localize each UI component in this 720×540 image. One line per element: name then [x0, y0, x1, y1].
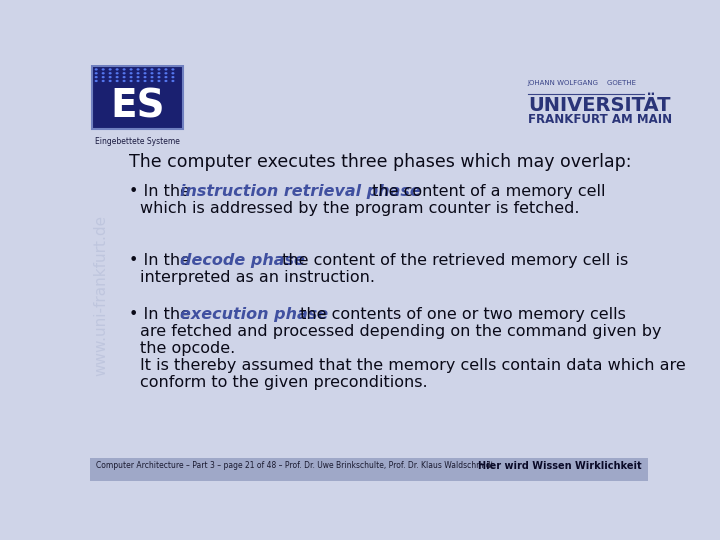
Circle shape — [102, 80, 104, 82]
Circle shape — [94, 76, 98, 78]
Circle shape — [143, 76, 147, 78]
Circle shape — [94, 72, 98, 75]
Circle shape — [109, 68, 112, 71]
Circle shape — [122, 72, 126, 75]
Circle shape — [164, 72, 168, 75]
Circle shape — [137, 80, 140, 82]
Text: interpreted as an instruction.: interpreted as an instruction. — [140, 271, 375, 285]
Text: conform to the given preconditions.: conform to the given preconditions. — [140, 375, 428, 390]
Circle shape — [122, 80, 126, 82]
Circle shape — [143, 68, 147, 71]
Circle shape — [102, 72, 104, 75]
Circle shape — [109, 72, 112, 75]
Text: • In the: • In the — [129, 184, 195, 199]
Text: the contents of one or two memory cells: the contents of one or two memory cells — [294, 307, 626, 322]
Circle shape — [171, 76, 174, 78]
Circle shape — [109, 76, 112, 78]
Circle shape — [102, 76, 104, 78]
Text: FRANKFURT AM MAIN: FRANKFURT AM MAIN — [528, 112, 672, 125]
Circle shape — [137, 68, 140, 71]
Text: instruction retrieval phase: instruction retrieval phase — [180, 184, 420, 199]
Circle shape — [150, 72, 153, 75]
Text: It is thereby assumed that the memory cells contain data which are: It is thereby assumed that the memory ce… — [140, 358, 686, 373]
Text: decode phase: decode phase — [180, 253, 305, 268]
Circle shape — [94, 68, 98, 71]
Circle shape — [116, 76, 119, 78]
Text: UNIVERSITÄT: UNIVERSITÄT — [528, 96, 670, 114]
Text: JOHANN WOLFGANG    GOETHE: JOHANN WOLFGANG GOETHE — [528, 80, 637, 86]
Circle shape — [164, 80, 168, 82]
Circle shape — [116, 72, 119, 75]
Circle shape — [130, 76, 132, 78]
Circle shape — [150, 80, 153, 82]
Text: ES: ES — [110, 87, 165, 125]
Circle shape — [130, 72, 132, 75]
Circle shape — [130, 80, 132, 82]
Circle shape — [150, 76, 153, 78]
Circle shape — [94, 80, 98, 82]
Circle shape — [130, 68, 132, 71]
Text: the content of a memory cell: the content of a memory cell — [366, 184, 605, 199]
Circle shape — [158, 68, 161, 71]
Text: are fetched and processed depending on the command given by: are fetched and processed depending on t… — [140, 325, 662, 339]
Text: Hier wird Wissen Wirklichkeit: Hier wird Wissen Wirklichkeit — [478, 461, 642, 471]
Circle shape — [137, 76, 140, 78]
Circle shape — [122, 76, 126, 78]
Text: execution phase: execution phase — [180, 307, 328, 322]
Text: The computer executes three phases which may overlap:: The computer executes three phases which… — [129, 153, 631, 171]
Text: • In the: • In the — [129, 307, 195, 322]
Circle shape — [122, 68, 126, 71]
Text: Computer Architecture – Part 3 – page 21 of 48 – Prof. Dr. Uwe Brinkschulte, Pro: Computer Architecture – Part 3 – page 21… — [96, 462, 494, 470]
Text: Eingebettete Systeme: Eingebettete Systeme — [95, 137, 180, 146]
Circle shape — [143, 72, 147, 75]
FancyBboxPatch shape — [91, 66, 183, 130]
Circle shape — [102, 68, 104, 71]
Circle shape — [171, 80, 174, 82]
Circle shape — [116, 80, 119, 82]
Circle shape — [116, 68, 119, 71]
Text: www.uni-frankfurt.de: www.uni-frankfurt.de — [94, 215, 108, 376]
Circle shape — [158, 76, 161, 78]
Circle shape — [164, 68, 168, 71]
Circle shape — [164, 76, 168, 78]
Circle shape — [137, 72, 140, 75]
Circle shape — [143, 80, 147, 82]
Circle shape — [109, 80, 112, 82]
Circle shape — [171, 72, 174, 75]
Circle shape — [150, 68, 153, 71]
Text: the opcode.: the opcode. — [140, 341, 235, 356]
FancyBboxPatch shape — [90, 457, 648, 481]
Text: the content of the retrieved memory cell is: the content of the retrieved memory cell… — [276, 253, 628, 268]
Text: which is addressed by the program counter is fetched.: which is addressed by the program counte… — [140, 201, 580, 216]
Circle shape — [158, 72, 161, 75]
Text: • In the: • In the — [129, 253, 195, 268]
Circle shape — [171, 68, 174, 71]
Circle shape — [158, 80, 161, 82]
